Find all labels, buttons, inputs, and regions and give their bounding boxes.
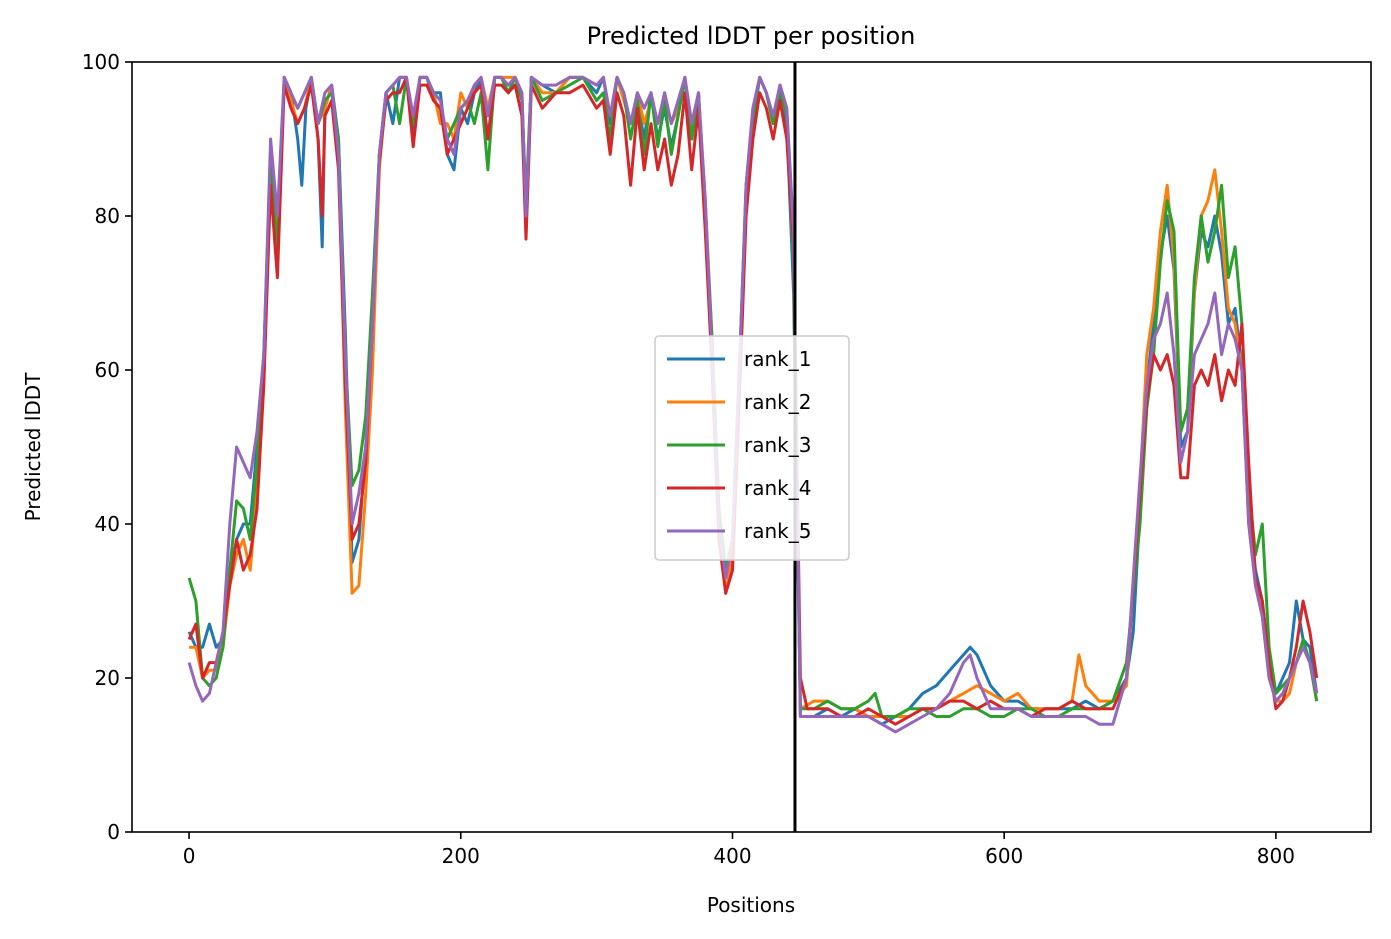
y-axis-title: Predicted lDDT	[21, 372, 45, 522]
x-tick-label: 800	[1257, 844, 1295, 868]
x-tick-label: 400	[713, 844, 751, 868]
y-tick-label: 20	[95, 666, 120, 690]
x-tick-label: 200	[442, 844, 480, 868]
legend-label-rank-5: rank_5	[744, 519, 811, 543]
chart-title: Predicted lDDT per position	[587, 22, 916, 50]
y-tick-label: 60	[95, 358, 120, 382]
legend-label-rank-3: rank_3	[744, 433, 811, 457]
axes: 0 200 400 600 800 0 20 40 60 80 100	[82, 50, 1295, 868]
series-line-rank-5	[187, 75, 1319, 734]
y-tick-label: 80	[95, 204, 120, 228]
y-tick-label: 100	[82, 50, 120, 74]
y-tick-label: 0	[107, 820, 120, 844]
y-tick-label: 40	[95, 512, 120, 536]
legend-label-rank-2: rank_2	[744, 390, 811, 414]
axes-frame	[131, 61, 1372, 833]
legend-box	[654, 335, 850, 561]
x-tick-label: 600	[985, 844, 1023, 868]
x-axis-title: Positions	[707, 893, 795, 917]
x-tick-label: 0	[183, 844, 196, 868]
legend-label-rank-1: rank_1	[744, 347, 811, 371]
legend-label-rank-4: rank_4	[744, 476, 811, 500]
legend: rank_1 rank_2 rank_3 rank_4 rank_5	[654, 335, 850, 561]
